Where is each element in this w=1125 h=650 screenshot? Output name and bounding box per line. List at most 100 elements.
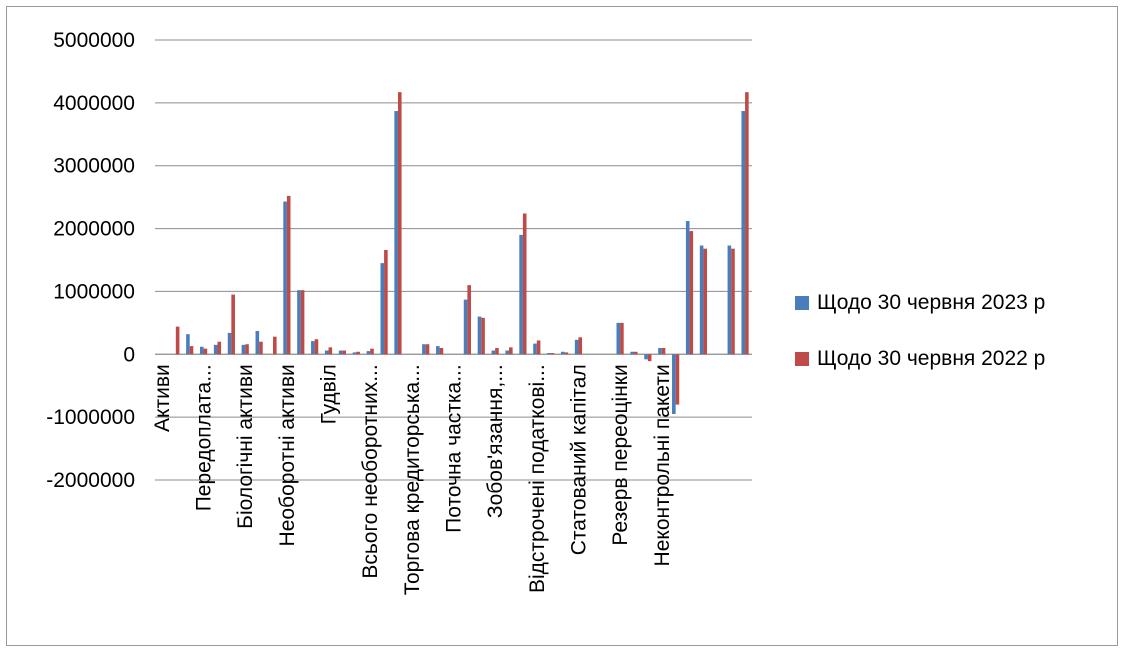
bar-series-0 — [213, 344, 218, 355]
bar-series-0 — [366, 351, 371, 355]
bar-series-1 — [356, 351, 360, 355]
y-tick-label: 1000000 — [53, 280, 135, 303]
bar-series-0 — [616, 322, 621, 355]
bar-series-1 — [745, 92, 749, 355]
bar-series-0 — [505, 350, 510, 355]
legend-item-2023: Щодо 30 червня 2023 р — [795, 287, 1045, 319]
y-tick-label: 3000000 — [53, 155, 135, 178]
bar-series-0 — [227, 332, 232, 355]
bar-series-1 — [217, 341, 222, 355]
bar-series-1 — [495, 348, 499, 355]
x-category-label: Активи — [151, 364, 174, 432]
x-category-label: Торгова кредиторська... — [401, 364, 424, 595]
bar-series-0 — [630, 351, 634, 355]
bar-series-0 — [560, 351, 565, 355]
x-category-label: Зобов'язання,... — [484, 364, 507, 518]
bar-series-0 — [338, 350, 343, 355]
x-category-label: Гудвіл — [318, 364, 341, 424]
bar-series-0 — [352, 352, 357, 355]
bar-series-1 — [633, 351, 638, 355]
bar-series-0 — [422, 344, 426, 355]
bar-series-0 — [727, 245, 732, 355]
bar-series-1 — [175, 326, 180, 355]
bar-series-1 — [231, 294, 235, 355]
x-category-label: Неконтрольні пакети — [651, 364, 674, 566]
bar-series-0 — [699, 245, 704, 355]
bar-series-0 — [644, 354, 648, 360]
legend-swatch-2023 — [795, 296, 809, 310]
bar-series-0 — [672, 354, 676, 414]
legend: Щодо 30 червня 2023 р Щодо 30 червня 202… — [795, 287, 1045, 399]
bar-series-1 — [675, 354, 680, 405]
bar-series-1 — [397, 92, 402, 355]
bar-series-1 — [509, 347, 513, 355]
bar-series-0 — [186, 334, 190, 355]
y-tick-label: -2000000 — [46, 469, 135, 492]
bar-series-1 — [300, 290, 305, 355]
gridlines — [155, 39, 752, 481]
y-axis-tick-labels: 5000000 4000000 3000000 2000000 1000000 0 -100… — [46, 29, 135, 492]
bar-series-1 — [384, 249, 388, 355]
bar-series-1 — [439, 348, 444, 355]
bar-series-0 — [741, 111, 746, 355]
y-tick-label: 4000000 — [53, 92, 135, 115]
bar-series-1 — [564, 352, 569, 355]
bar-series-0 — [477, 316, 482, 355]
bar-series-0 — [255, 331, 260, 355]
bar-series-0 — [199, 346, 204, 355]
y-tick-label: 5000000 — [53, 29, 135, 52]
x-category-label: Необоротні активи — [276, 364, 299, 546]
bar-series-0 — [241, 344, 246, 355]
bars — [175, 92, 749, 414]
bar-series-0 — [491, 350, 496, 355]
bar-series-1 — [536, 340, 541, 355]
bar-series-0 — [394, 111, 398, 355]
bar-series-1 — [328, 347, 333, 355]
bar-series-0 — [547, 353, 551, 355]
bar-series-1 — [314, 339, 319, 355]
x-category-label: Резерв переоцінки — [609, 364, 632, 545]
bar-series-0 — [380, 263, 385, 355]
bar-series-0 — [463, 299, 468, 355]
bar-series-0 — [658, 348, 662, 355]
bar-series-1 — [245, 344, 249, 355]
bar-series-0 — [297, 290, 301, 355]
x-category-label: Відстрочені податкові... — [526, 364, 549, 593]
bar-series-1 — [189, 346, 194, 355]
bar-series-0 — [324, 350, 329, 355]
bar-series-1 — [550, 353, 555, 355]
x-category-label: Поточна частка... — [443, 364, 466, 533]
bar-series-1 — [286, 195, 291, 355]
bar-series-1 — [481, 317, 485, 355]
bar-series-1 — [647, 354, 652, 362]
x-category-label: Всього необоротних... — [359, 364, 382, 578]
chart-frame — [6, 6, 1118, 646]
x-axis-category-labels: Активи Передоплата... Біологічні активи Нео… — [151, 364, 674, 595]
bar-series-0 — [436, 346, 440, 355]
bar-series-1 — [703, 248, 708, 355]
legend-label-2023: Щодо 30 червня 2023 р — [817, 291, 1046, 314]
bar-series-1 — [620, 322, 624, 355]
bar-series-0 — [685, 221, 690, 355]
bar-series-1 — [425, 344, 430, 355]
bar-series-0 — [283, 201, 287, 355]
bar-series-1 — [259, 341, 263, 355]
y-tick-label: 0 — [123, 343, 135, 366]
legend-label-2022: Щодо 30 червня 2022 р — [817, 347, 1046, 370]
bar-series-0 — [574, 339, 579, 355]
y-tick-label: 2000000 — [53, 218, 135, 241]
bar-series-1 — [689, 231, 694, 355]
bar-series-1 — [342, 350, 347, 355]
bar-series-1 — [273, 336, 277, 355]
bar-series-1 — [203, 348, 208, 355]
legend-item-2022: Щодо 30 червня 2022 р — [795, 343, 1045, 375]
legend-swatch-2022 — [795, 352, 809, 366]
x-category-label: Передоплата... — [193, 364, 216, 511]
x-category-label: Біологічні активи — [234, 364, 257, 529]
bar-series-1 — [522, 213, 527, 355]
y-tick-label: -1000000 — [46, 406, 135, 429]
bar-series-1 — [661, 348, 666, 355]
bar-series-0 — [311, 341, 315, 355]
bar-series-0 — [533, 343, 537, 355]
